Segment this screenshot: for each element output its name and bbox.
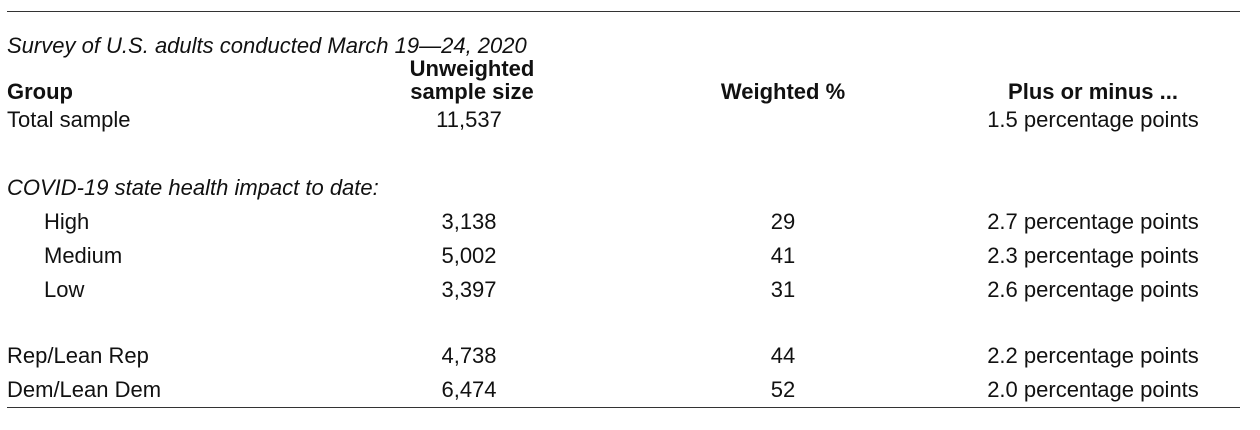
row-margin: 2.6 percentage points [987,277,1199,302]
table-subtitle: Survey of U.S. adults conducted March 19… [7,33,527,58]
row-margin: 2.3 percentage points [987,243,1199,268]
section-label-impact: COVID-19 state health impact to date: [7,175,379,200]
header-weighted: Weighted % [720,79,846,104]
row-margin: 2.2 percentage points [987,343,1199,368]
row-label: Medium [44,243,123,268]
row-sample-size: 11,537 [436,107,502,132]
row-sample-size: 6,474 [441,377,497,402]
row-weighted: 41 [770,243,796,268]
row-weighted: 44 [770,343,796,368]
row-margin: 2.0 percentage points [987,377,1199,402]
header-sample-size-line1: Unweighted [409,56,535,81]
row-label: Rep/Lean Rep [7,343,149,368]
row-margin: 2.7 percentage points [987,209,1199,234]
bottom-rule [7,407,1240,408]
row-weighted: 31 [770,277,796,302]
row-sample-size: 4,738 [441,343,497,368]
row-label: Low [44,277,85,302]
header-sample-size-line2: sample size [410,79,534,104]
header-group: Group [7,79,73,104]
row-label: High [44,209,90,234]
row-sample-size: 5,002 [441,243,497,268]
header-margin: Plus or minus ... [1008,79,1178,104]
row-sample-size: 3,138 [441,209,497,234]
row-sample-size: 3,397 [441,277,497,302]
row-margin: 1.5 percentage points [987,107,1199,132]
top-rule [7,11,1240,12]
row-label: Dem/Lean Dem [7,377,162,402]
row-label: Total sample [7,107,131,132]
row-weighted: 52 [770,377,796,402]
row-weighted: 29 [770,209,796,234]
